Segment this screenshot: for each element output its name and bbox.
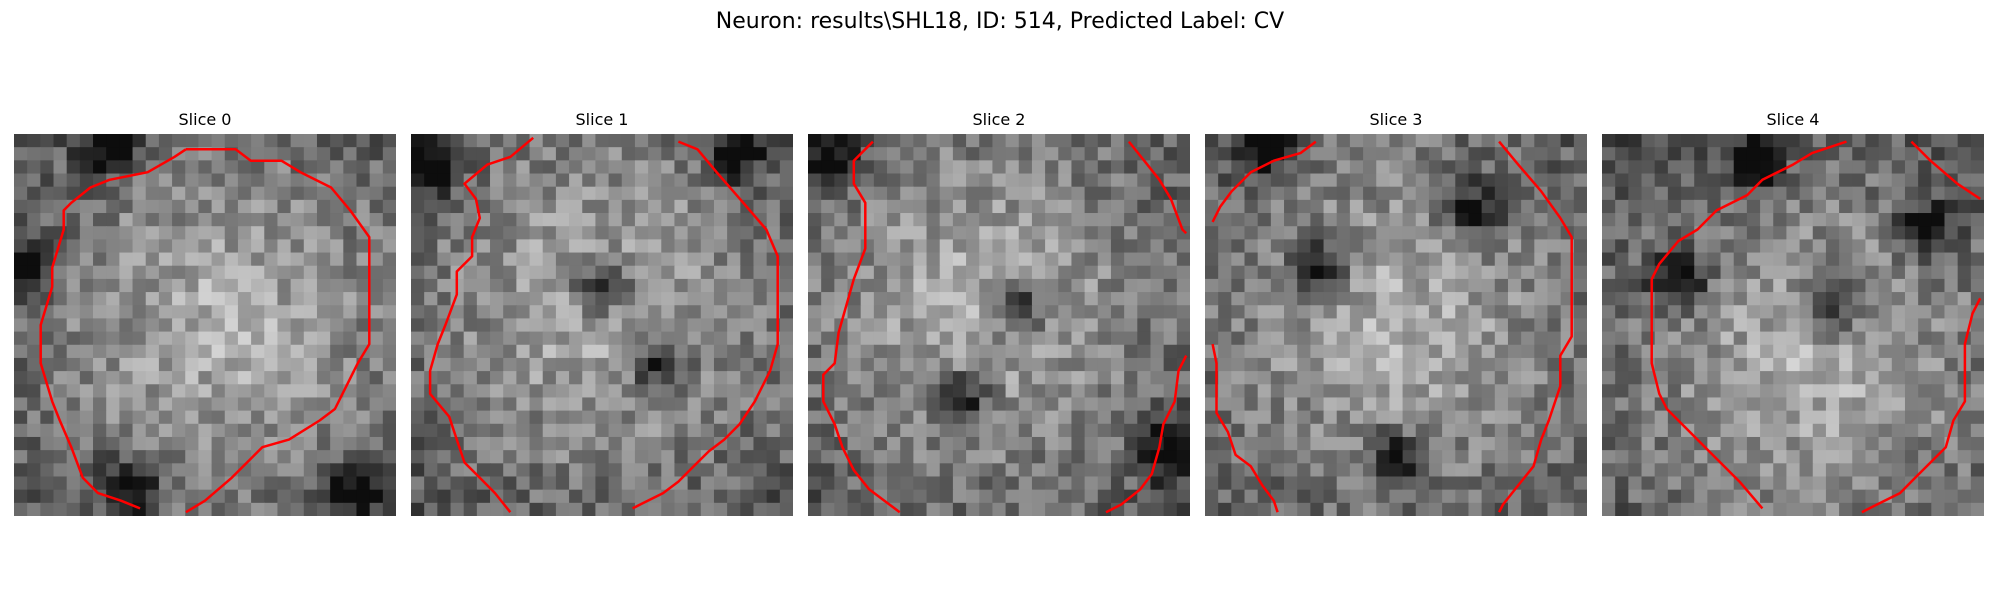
contour-line-2 [1861,297,1982,514]
slice-title-2: Slice 2 [972,110,1026,129]
slice-image-4 [1602,134,1984,516]
contour-line-2 [1105,355,1188,514]
contour-line-2 [1211,343,1279,513]
pixel-grid [1205,134,1587,516]
contour-line-0 [428,136,535,513]
contour-line-0 [822,140,901,514]
contour-line-1 [1497,140,1573,513]
pixel-grid [808,134,1190,516]
pixel-grid [1602,134,1984,516]
slice-image-3 [1205,134,1587,516]
slice-title-0: Slice 0 [178,110,232,129]
slice-image-1 [411,134,793,516]
slice-image-2 [808,134,1190,516]
slice-panel-0: Slice 0 [14,110,396,516]
pixel-grid [411,134,793,516]
slice-panel-1: Slice 1 [411,110,793,516]
pixel-grid [14,134,396,516]
figure-title: Neuron: results\SHL18, ID: 514, Predicte… [715,9,1285,34]
slice-panel-4: Slice 4 [1602,110,1984,516]
contour-line-0 [1650,140,1847,510]
contour-line-1 [39,148,187,510]
slice-title-1: Slice 1 [575,110,629,129]
slice-title-4: Slice 4 [1766,110,1820,129]
contour-line-1 [1910,140,1981,200]
slice-title-3: Slice 3 [1369,110,1423,129]
slice-panel-2: Slice 2 [808,110,1190,516]
contour-line-0 [1211,140,1317,223]
contour-line-1 [1127,140,1188,235]
slice-panel-3: Slice 3 [1205,110,1587,516]
slice-image-0 [14,134,396,516]
contour-line-0 [185,148,371,514]
contour-line-1 [632,140,779,510]
